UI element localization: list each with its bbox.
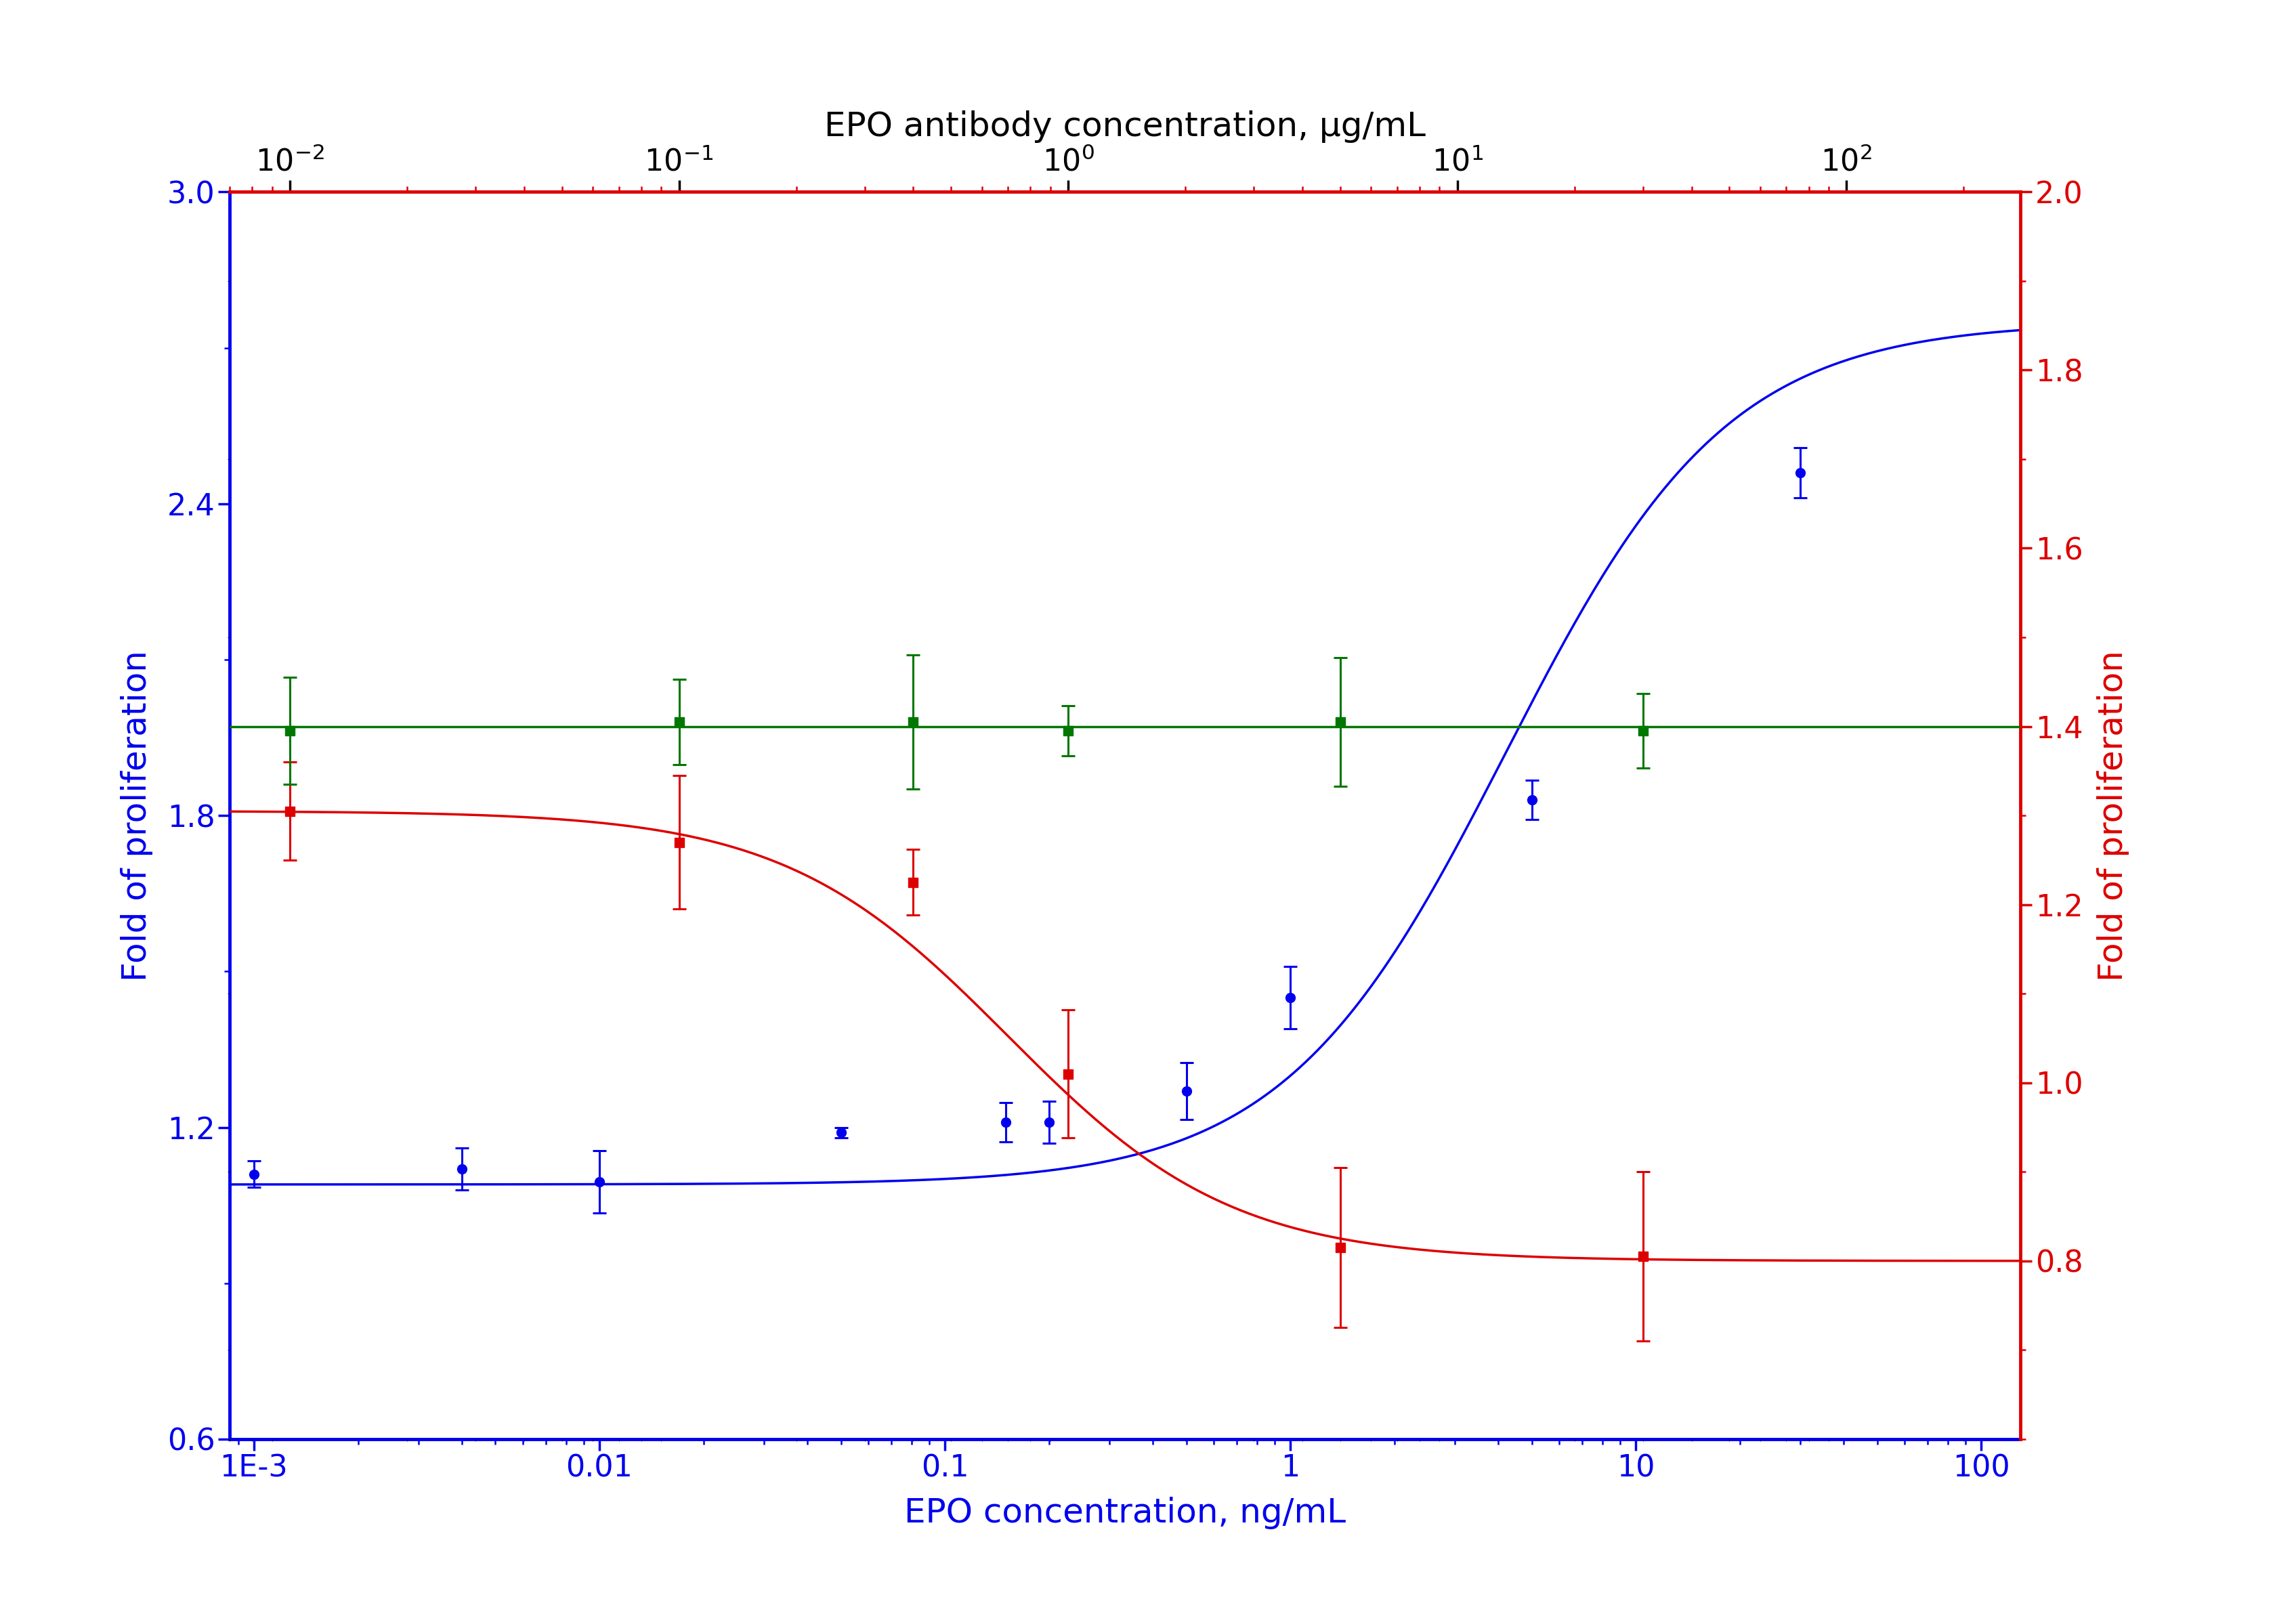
Y-axis label: Fold of proliferation: Fold of proliferation [2096,649,2131,982]
X-axis label: EPO antibody concentration, μg/mL: EPO antibody concentration, μg/mL [824,110,1426,142]
Y-axis label: Fold of proliferation: Fold of proliferation [119,649,154,982]
X-axis label: EPO concentration, ng/mL: EPO concentration, ng/mL [905,1497,1345,1529]
